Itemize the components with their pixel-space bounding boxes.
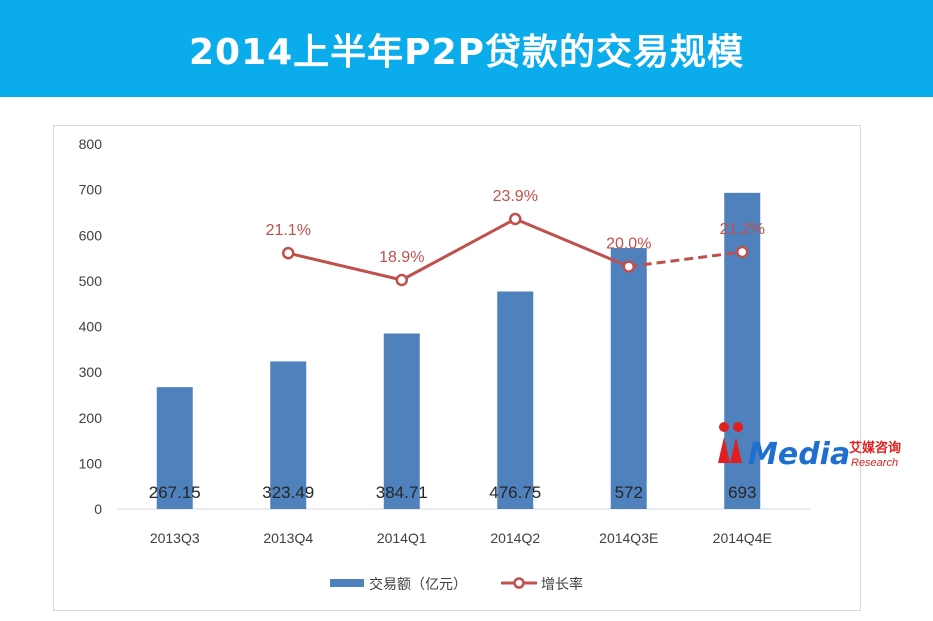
bar [610,248,647,509]
y-tick-label: 300 [79,364,103,380]
line-point [509,212,522,226]
header-banner: 2014上半年P2P贷款的交易规模 [0,0,933,97]
legend-marker [513,577,525,589]
x-tick-label: 2014Q3E [599,530,658,546]
logo-brand: Media [748,437,850,472]
x-tick-label: 2014Q4E [713,530,772,546]
line-series: 21.1% 18.9% 23.9% 20.0% 21.2% [266,188,765,287]
x-axis: 2013Q3 2013Q4 2014Q1 2014Q2 2014Q3E 2014Q4E [150,530,772,546]
y-tick-label: 200 [79,410,103,426]
line-segment [287,251,403,282]
line-segment [401,217,516,282]
y-tick-label: 600 [79,227,103,243]
y-tick-label: 0 [94,501,102,517]
legend-label-bar: 交易额（亿元） [369,576,467,593]
line-segment [628,250,743,269]
page-title: 2014上半年P2P贷款的交易规模 [188,31,744,73]
logo-cn: 艾媒咨询 [849,440,901,456]
y-tick-label: 100 [79,455,103,471]
x-tick-label: 2013Q3 [150,530,200,546]
logo-mark-icon [718,437,742,463]
bar-value-label: 572 [615,483,643,502]
bar-value-label: 693 [728,483,756,502]
bar-series: 267.15 323.49 384.71 476.75 572 693 [149,192,761,509]
bar-value-label: 384.71 [376,483,428,502]
y-tick-label: 400 [79,319,103,335]
legend-label-line: 增长率 [541,576,583,593]
bar-value-label: 476.75 [489,483,541,502]
line-segment [514,217,630,268]
bar [383,333,420,509]
bar [724,192,761,509]
imedia-logo: Media 艾媒咨询 Research [718,422,901,472]
legend-swatch-bar [330,579,364,587]
line-value-label: 21.2% [720,221,765,238]
bar [156,387,193,509]
x-tick-label: 2014Q2 [490,530,540,546]
bar [270,361,307,509]
bar [497,291,534,509]
y-tick-label: 700 [79,182,103,198]
line-value-label: 18.9% [379,249,424,266]
legend: 交易额（亿元） 增长率 [330,576,583,593]
line-value-label: 20.0% [606,236,651,253]
y-tick-label: 500 [79,273,103,289]
y-axis: 0 100 200 300 400 500 600 700 800 [79,136,103,517]
line-value-label: 21.1% [266,222,311,239]
line-point [282,246,295,260]
logo-research: Research [851,457,898,469]
bar-value-label: 267.15 [149,483,201,502]
line-point [736,245,749,259]
line-point [395,273,408,287]
line-value-label: 23.9% [493,188,538,205]
y-tick-label: 800 [79,136,103,152]
x-tick-label: 2013Q4 [263,530,313,546]
logo-dot-icon [719,422,729,432]
line-point [622,260,635,273]
x-tick-label: 2014Q1 [377,530,427,546]
logo-dot-icon [733,422,743,432]
bar-value-label: 323.49 [262,483,314,502]
